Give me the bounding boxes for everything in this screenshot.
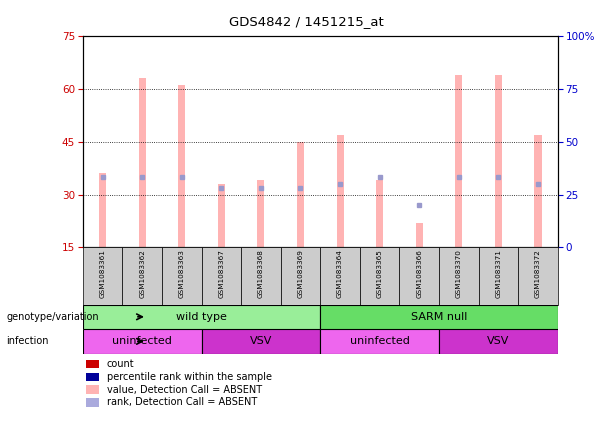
Text: GSM1083370: GSM1083370 [456, 249, 462, 298]
Text: value, Detection Call = ABSENT: value, Detection Call = ABSENT [107, 385, 262, 395]
Text: GSM1083362: GSM1083362 [139, 249, 145, 298]
Text: GSM1083361: GSM1083361 [99, 249, 105, 298]
Text: infection: infection [6, 336, 48, 346]
Bar [321, 305, 558, 329]
Bar [360, 247, 400, 305]
Bar [139, 78, 146, 247]
Bar [479, 247, 518, 305]
Bar [218, 184, 225, 247]
Text: GSM1083368: GSM1083368 [258, 249, 264, 298]
Bar [83, 305, 321, 329]
Bar [535, 135, 542, 247]
Text: GDS4842 / 1451215_at: GDS4842 / 1451215_at [229, 15, 384, 28]
Text: GSM1083364: GSM1083364 [337, 249, 343, 298]
Text: VSV: VSV [249, 336, 272, 346]
Bar [439, 247, 479, 305]
Bar [321, 329, 439, 354]
Text: rank, Detection Call = ABSENT: rank, Detection Call = ABSENT [107, 397, 257, 407]
Bar [455, 75, 462, 247]
Bar [518, 247, 558, 305]
Bar [281, 247, 321, 305]
Bar [83, 329, 202, 354]
Text: GSM1083371: GSM1083371 [495, 249, 501, 298]
Bar [257, 181, 264, 247]
Bar [495, 75, 502, 247]
Bar [83, 247, 123, 305]
Text: genotype/variation: genotype/variation [6, 312, 99, 322]
Bar [337, 135, 344, 247]
Text: GSM1083366: GSM1083366 [416, 249, 422, 298]
Bar [400, 247, 439, 305]
Text: uninfected: uninfected [350, 336, 409, 346]
Text: GSM1083365: GSM1083365 [376, 249, 383, 298]
Bar [439, 329, 558, 354]
Bar [297, 142, 304, 247]
Text: GSM1083367: GSM1083367 [218, 249, 224, 298]
Bar [416, 223, 423, 247]
Text: uninfected: uninfected [112, 336, 172, 346]
Bar [99, 173, 106, 247]
Text: percentile rank within the sample: percentile rank within the sample [107, 372, 272, 382]
Text: SARM null: SARM null [411, 312, 467, 322]
Text: count: count [107, 359, 134, 369]
Bar [202, 247, 241, 305]
Bar [178, 85, 185, 247]
Text: GSM1083369: GSM1083369 [297, 249, 303, 298]
Bar [241, 247, 281, 305]
Text: wild type: wild type [176, 312, 227, 322]
Text: GSM1083372: GSM1083372 [535, 249, 541, 298]
Bar [123, 247, 162, 305]
Bar [321, 247, 360, 305]
Bar [202, 329, 321, 354]
Bar [162, 247, 202, 305]
Bar [376, 181, 383, 247]
Text: GSM1083363: GSM1083363 [179, 249, 185, 298]
Text: VSV: VSV [487, 336, 509, 346]
